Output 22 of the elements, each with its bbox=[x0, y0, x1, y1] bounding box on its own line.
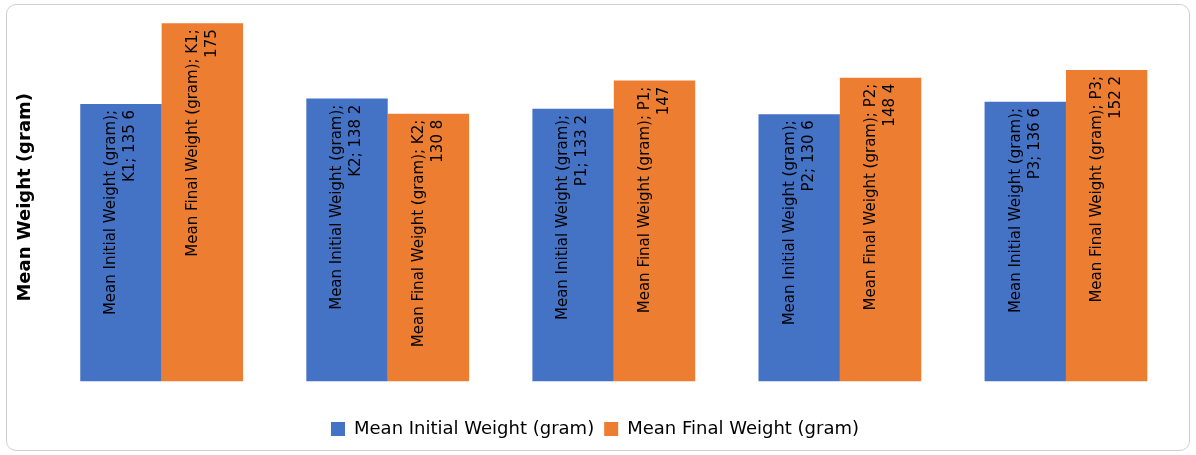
bar bbox=[161, 23, 244, 382]
data-label: Mean Initial Weight (gram); P2; 130 6 bbox=[779, 120, 817, 326]
bar bbox=[532, 108, 614, 382]
bar bbox=[758, 114, 840, 382]
bar bbox=[306, 98, 388, 382]
data-label: Mean Initial Weight (gram); K1; 135 6 bbox=[101, 109, 139, 316]
bar bbox=[984, 101, 1066, 382]
bar bbox=[839, 77, 922, 382]
bar bbox=[80, 103, 162, 382]
data-label: Mean Final Weight (gram); P3; 152 2 bbox=[1087, 75, 1125, 303]
bar bbox=[1065, 69, 1148, 382]
legend-label: Mean Final Weight (gram) bbox=[627, 416, 860, 438]
data-label: Mean Final Weight (gram); K1; 175 bbox=[182, 29, 220, 257]
legend-label: Mean Initial Weight (gram) bbox=[354, 416, 595, 438]
y-axis-title: Mean Weight (gram) bbox=[13, 92, 35, 302]
data-label: Mean Final Weight (gram); K2; 130 8 bbox=[408, 119, 446, 348]
data-label: Mean Final Weight (gram); P1; 147 bbox=[634, 86, 672, 314]
bar bbox=[613, 80, 696, 382]
data-label: Mean Initial Weight (gram); P1; 133 2 bbox=[553, 114, 591, 321]
data-label: Mean Initial Weight (gram); K2; 138 2 bbox=[327, 104, 365, 310]
data-label: Mean Final Weight (gram); P2; 148 4 bbox=[860, 83, 898, 311]
data-label: Mean Initial Weight (gram); P3; 136 6 bbox=[1005, 107, 1043, 314]
